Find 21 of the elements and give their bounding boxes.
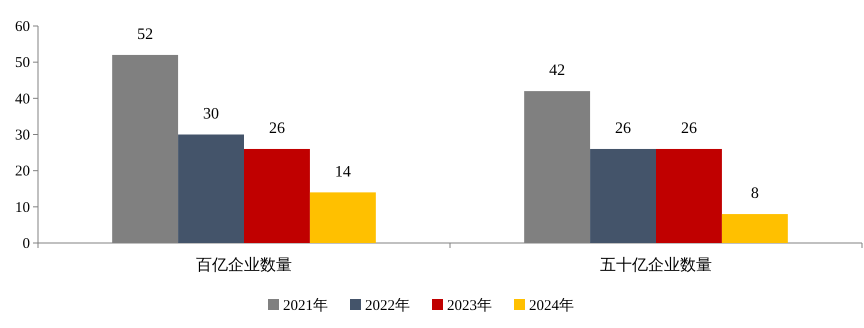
y-tick-label: 60	[15, 19, 30, 35]
data-label: 26	[680, 120, 697, 137]
data-label: 42	[549, 62, 566, 80]
legend-label: 2023年	[447, 297, 492, 314]
data-label: 8	[750, 185, 759, 202]
data-label: 26	[615, 120, 632, 137]
data-label: 14	[334, 163, 351, 180]
x-tick-label: 百亿企业数量	[196, 256, 292, 274]
y-tick-label: 20	[15, 164, 30, 180]
y-tick-label: 0	[22, 236, 30, 252]
legend-label: 2021年	[283, 297, 328, 314]
data-label: 52	[137, 26, 154, 43]
data-label: 26	[268, 120, 285, 137]
legend-label: 2022年	[365, 297, 410, 314]
data-label: 30	[203, 106, 220, 122]
y-tick-label: 30	[15, 128, 30, 144]
y-tick-label: 50	[15, 55, 30, 72]
legend-label: 2024年	[529, 297, 574, 314]
y-tick-label: 10	[15, 200, 30, 216]
x-tick-label: 五十亿企业数量	[600, 256, 712, 274]
y-tick-label: 40	[15, 91, 30, 108]
